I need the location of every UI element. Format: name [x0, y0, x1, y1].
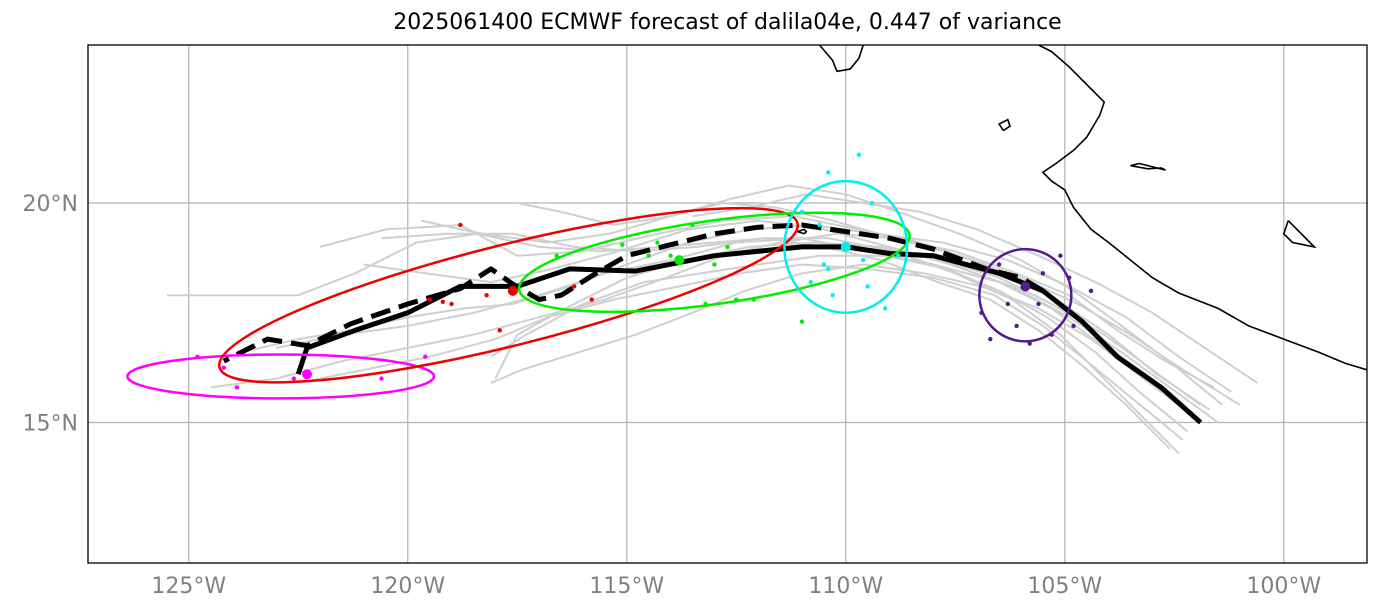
cluster-ellipse	[783, 179, 909, 315]
cluster-point	[554, 253, 559, 258]
plot-frame	[87, 44, 1368, 564]
ensemble-track	[210, 232, 1215, 389]
cluster-point	[817, 222, 822, 228]
cluster-point	[734, 297, 739, 302]
cluster-ellipse	[217, 206, 800, 384]
ensemble-track	[692, 193, 1259, 384]
mean-track-dashed	[222, 222, 1045, 364]
lat-tick-label: 15°N	[23, 412, 78, 437]
cluster-point	[896, 253, 901, 258]
ensemble-track	[420, 184, 1224, 406]
cluster-point	[865, 284, 870, 289]
cluster-point	[423, 354, 428, 359]
cluster-point	[571, 284, 577, 289]
cluster-point	[979, 310, 984, 315]
coastline	[795, 45, 1367, 371]
cluster-point	[821, 262, 827, 267]
cluster-point	[751, 297, 756, 302]
lon-tick-label: 100°W	[1246, 574, 1321, 599]
mean-track-solid	[295, 244, 1203, 425]
lat-tick-label: 20°N	[23, 192, 78, 217]
cluster-point	[712, 262, 717, 267]
cluster-point	[808, 279, 813, 285]
cluster-point	[1014, 323, 1019, 329]
cluster-center	[507, 285, 518, 296]
cluster-point	[1071, 323, 1076, 329]
cluster-point	[882, 306, 888, 311]
cluster-point	[703, 301, 708, 307]
lon-tick-label: 125°W	[151, 574, 226, 599]
cluster-point	[440, 299, 445, 305]
clusters	[126, 152, 1094, 400]
cluster-point	[690, 222, 695, 228]
cluster-point	[861, 257, 866, 263]
cluster-point	[646, 253, 651, 258]
cluster-point	[1036, 301, 1041, 307]
island	[1282, 220, 1317, 249]
ensemble-track	[490, 254, 1189, 433]
lon-tick-label: 115°W	[589, 574, 664, 599]
cluster-point	[221, 365, 226, 370]
cluster-point	[1027, 341, 1032, 346]
cluster-center	[1020, 281, 1031, 292]
cluster-point	[620, 242, 625, 247]
cluster-point	[826, 266, 831, 272]
cluster-point	[458, 222, 463, 228]
cluster-point	[996, 262, 1002, 267]
cluster-point	[988, 336, 993, 342]
cluster-center	[302, 369, 313, 380]
lon-tick-label: 105°W	[1027, 574, 1102, 599]
cluster-point	[1040, 271, 1046, 276]
cluster-point	[799, 319, 805, 324]
coastline-segment	[1038, 45, 1367, 371]
cluster-center	[840, 241, 851, 252]
cluster-point	[826, 170, 831, 175]
lon-tick-label: 110°W	[808, 574, 883, 599]
cluster-point	[484, 293, 489, 298]
cluster-point	[589, 297, 594, 302]
ensemble-track	[298, 263, 1184, 441]
cluster-point	[195, 354, 200, 359]
plot-area	[126, 45, 1367, 455]
cluster-point	[427, 297, 432, 302]
cluster-point	[830, 293, 835, 298]
cluster-point	[856, 152, 862, 157]
cluster-point	[449, 301, 454, 307]
cluster-point	[725, 244, 730, 250]
cluster-point	[1066, 275, 1072, 280]
cluster-point	[497, 328, 502, 333]
cluster-point	[1058, 253, 1063, 258]
cluster-ellipse	[978, 247, 1073, 343]
ensemble-track	[166, 232, 1171, 450]
cluster-point	[655, 240, 660, 245]
cluster-ellipse	[517, 211, 911, 314]
cluster-point	[668, 253, 673, 258]
ensemble-tracks	[166, 184, 1259, 455]
cluster-point	[869, 200, 875, 206]
coastline-segment	[818, 45, 865, 73]
cluster-center	[674, 255, 685, 266]
cluster-ellipse	[126, 353, 436, 400]
cluster-point	[1049, 332, 1054, 337]
cluster-point	[799, 209, 805, 215]
cluster-point	[1005, 301, 1011, 307]
axis-ticks: 125°W 120°W 115°W 110°W 105°W 100°W 20°N 15°N	[23, 192, 1322, 599]
lon-tick-label: 120°W	[370, 574, 445, 599]
island	[1130, 162, 1166, 171]
mean-tracks	[222, 222, 1203, 425]
gridlines	[88, 45, 1367, 563]
cluster-point	[234, 385, 240, 390]
ensemble-track	[241, 223, 1232, 393]
ensemble-track	[517, 201, 1241, 406]
cluster-point	[379, 376, 384, 381]
chart-title: 2025061400 ECMWF forecast of dalila04e, …	[393, 10, 1062, 35]
cluster-point	[1088, 288, 1094, 294]
island	[997, 118, 1011, 132]
island	[795, 228, 808, 235]
cluster-point	[291, 376, 297, 381]
ensemble-track	[490, 263, 1197, 419]
